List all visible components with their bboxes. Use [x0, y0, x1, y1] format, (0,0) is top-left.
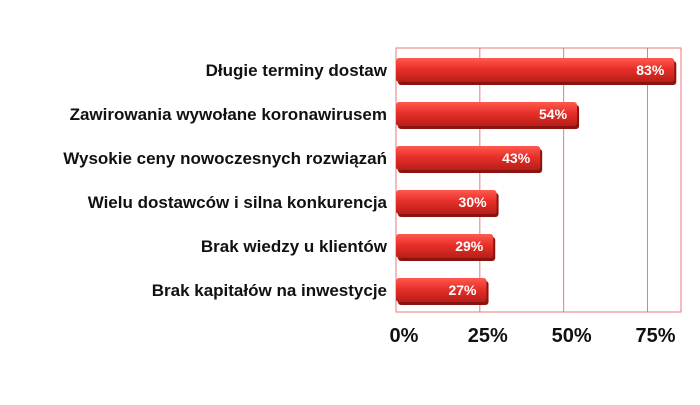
data-label: 83%: [636, 62, 665, 78]
data-label: 30%: [459, 194, 488, 210]
x-tick-label: 0%: [390, 325, 419, 347]
plot-frame: [395, 47, 682, 313]
category-label: Wielu dostawców i silna konkurencja: [88, 193, 388, 212]
bar: [396, 190, 497, 214]
data-label: 43%: [502, 150, 531, 166]
x-tick-label: 50%: [552, 325, 592, 347]
x-tick-label: 75%: [635, 325, 675, 347]
data-label: 54%: [539, 106, 568, 122]
category-label: Brak kapitałów na inwestycje: [152, 281, 387, 300]
data-label: 27%: [448, 282, 477, 298]
bar: [396, 146, 541, 170]
category-label: Wysokie ceny nowoczesnych rozwiązań: [63, 149, 387, 168]
category-label: Zawirowania wywołane koronawirusem: [70, 105, 387, 124]
bar: [396, 278, 487, 302]
category-label: Długie terminy dostaw: [206, 61, 388, 80]
bar: [396, 102, 578, 126]
bar: [396, 58, 675, 82]
bar: [396, 234, 494, 258]
category-label: Brak wiedzy u klientów: [201, 237, 388, 256]
x-tick-label: 25%: [468, 325, 508, 347]
data-label: 29%: [455, 238, 484, 254]
